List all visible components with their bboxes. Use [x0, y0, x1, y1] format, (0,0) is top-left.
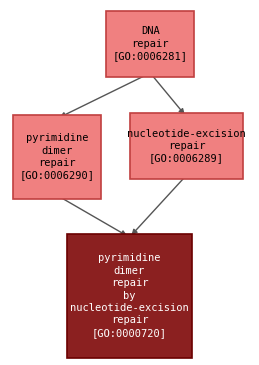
Text: pyrimidine
dimer
repair
by
nucleotide-excision
repair
[GO:0000720]: pyrimidine dimer repair by nucleotide-ex…: [70, 253, 189, 338]
FancyBboxPatch shape: [130, 113, 243, 179]
Text: pyrimidine
dimer
repair
[GO:0006290]: pyrimidine dimer repair [GO:0006290]: [19, 133, 95, 181]
FancyBboxPatch shape: [13, 115, 101, 199]
FancyBboxPatch shape: [106, 11, 194, 77]
FancyBboxPatch shape: [67, 234, 192, 358]
Text: DNA
repair
[GO:0006281]: DNA repair [GO:0006281]: [113, 26, 188, 61]
Text: nucleotide-excision
repair
[GO:0006289]: nucleotide-excision repair [GO:0006289]: [127, 128, 246, 164]
